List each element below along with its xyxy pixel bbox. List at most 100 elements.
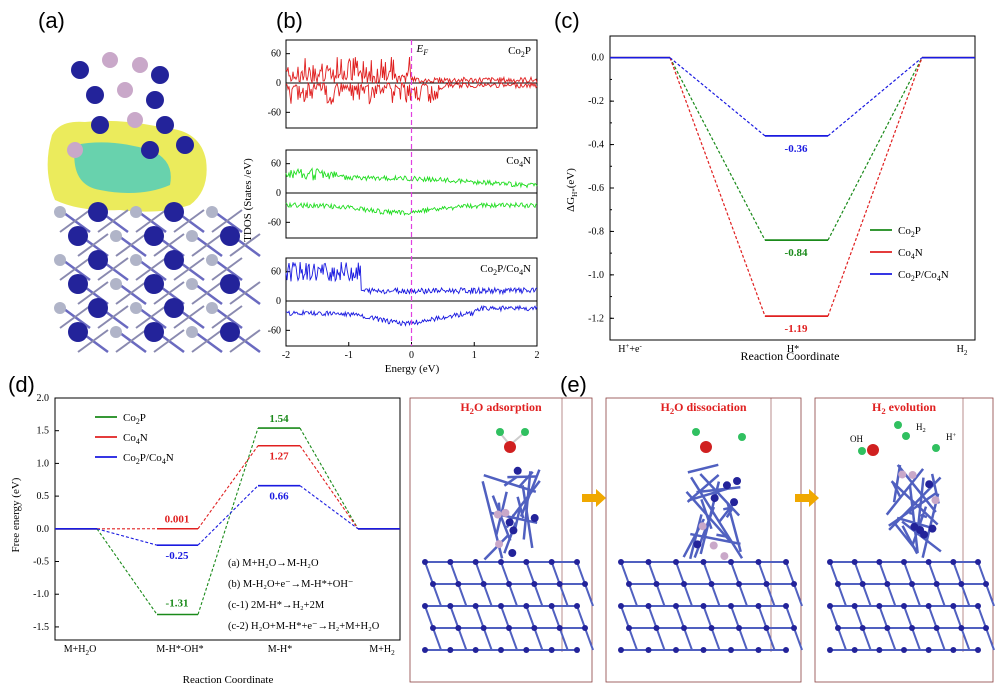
slab-atom — [736, 581, 742, 587]
slab-bond — [655, 583, 666, 607]
slab-bond — [886, 583, 897, 607]
slab-bond — [424, 561, 434, 585]
legend-label-main: Co — [123, 412, 136, 424]
fermi-label-main: E — [416, 43, 424, 55]
slab-bond — [647, 561, 658, 585]
phosphorus-atom — [908, 470, 917, 479]
slab-bond — [482, 627, 493, 651]
slab-atom — [876, 603, 883, 609]
fermi-label-sub: F — [422, 48, 428, 57]
slab-atom — [736, 625, 742, 631]
legend-label: Co4N — [123, 432, 148, 446]
slab-atom — [548, 559, 555, 565]
slab-atom — [673, 603, 679, 609]
slab-atom — [933, 625, 940, 631]
x-tick-label: 2 — [535, 350, 540, 361]
phosphorus-atom — [898, 470, 907, 479]
slab-atom — [422, 603, 428, 609]
slab-atom — [618, 647, 624, 653]
data-value-label: 0.001 — [165, 514, 190, 526]
slab-bond — [710, 583, 721, 607]
y-tick-label: -0.4 — [588, 140, 604, 151]
slab-atom — [728, 647, 734, 653]
hydrogen-atom — [858, 447, 866, 455]
slab-atom — [884, 581, 891, 587]
y-tick-label: 60 — [271, 49, 281, 60]
data-value-label: -0.36 — [785, 143, 808, 155]
y-tick-label: -1.0 — [588, 270, 604, 281]
phosphorus-atom — [501, 508, 510, 517]
slab-bond — [927, 605, 938, 629]
tdos-series-label-main: Co — [480, 263, 493, 275]
slab-atom — [506, 625, 512, 631]
slab-bond — [853, 561, 864, 585]
cobalt-atom — [505, 518, 514, 527]
slab-atom — [618, 603, 624, 609]
panel-d-xlabel: Reaction Coordinate — [183, 674, 274, 686]
legend-label-sub: 2 — [136, 417, 140, 426]
slab-atom — [950, 559, 957, 565]
cluster-bond — [507, 480, 541, 523]
oxygen-atom — [867, 444, 879, 456]
slab-bond — [829, 561, 839, 585]
y-tick-label: -60 — [268, 325, 281, 336]
slab-atom — [835, 625, 841, 631]
step-title-rest: evolution — [886, 400, 937, 414]
cobalt-atom — [513, 466, 522, 475]
connector-dashed — [96, 528, 158, 615]
y-tick-label: 0 — [276, 188, 281, 199]
tdos-series-label: Co2P/Co4N — [480, 263, 531, 277]
connector-dashed — [827, 57, 923, 241]
slab-atom — [876, 559, 883, 565]
slab-atom — [626, 625, 632, 631]
cluster-bond — [522, 471, 532, 540]
legend-label-sub2: 4 — [162, 457, 166, 466]
cluster-bond — [696, 485, 741, 494]
slab-bond — [525, 561, 536, 585]
legend-label-main: Co — [123, 452, 136, 464]
slab-atom — [783, 603, 789, 609]
legend-label-rest: P — [140, 412, 146, 424]
slab-atom — [708, 581, 715, 587]
slab-bond — [675, 605, 685, 629]
reaction-equation: (a) M+H₂O→M-H₂O — [228, 558, 319, 569]
slab-atom — [827, 603, 833, 609]
phosphorus-atom — [931, 496, 940, 505]
slab-atom — [472, 603, 479, 609]
slab-atom — [901, 647, 907, 653]
slab-atom — [582, 581, 588, 587]
slab-atom — [950, 647, 957, 653]
phosphorus-atom — [495, 540, 504, 549]
y-tick-label: -0.5 — [33, 557, 49, 568]
cluster-bond — [521, 485, 534, 549]
x-tick-label-3-t3_main: M+H — [369, 644, 391, 655]
legend-label-rest: P/Co — [140, 452, 163, 464]
fermi-label: EF — [416, 43, 429, 57]
slab-atom — [653, 625, 660, 631]
slab-bond — [837, 627, 847, 651]
data-value-label: -0.84 — [785, 247, 808, 259]
slab-bond — [628, 627, 638, 651]
tdos-series-label-sub1: 2 — [521, 50, 525, 59]
phosphorus-atom — [698, 522, 707, 531]
y-tick-label: 0.5 — [37, 491, 50, 502]
x-tick-label-0-t0_sup1: + — [625, 342, 629, 350]
cobalt-atom — [530, 514, 539, 523]
slab-atom — [645, 603, 652, 609]
step-title-sub: 2 — [881, 406, 885, 416]
connector-dashed — [669, 57, 766, 241]
slab-bond — [738, 627, 748, 651]
slab-bond — [903, 605, 913, 629]
x-tick-label-0-t0_sup2: - — [639, 342, 642, 350]
slab-atom — [548, 647, 555, 653]
slab-bond — [785, 605, 795, 629]
step-title-main: H — [460, 400, 470, 414]
step-title-rest: O adsorption — [474, 400, 542, 414]
legend-label-sub: 2 — [136, 457, 140, 466]
phosphorus-atom — [720, 552, 729, 561]
slab-bond — [533, 627, 544, 651]
cluster-bond — [693, 506, 716, 558]
slab-bond — [977, 561, 987, 585]
slab-atom — [901, 559, 907, 565]
